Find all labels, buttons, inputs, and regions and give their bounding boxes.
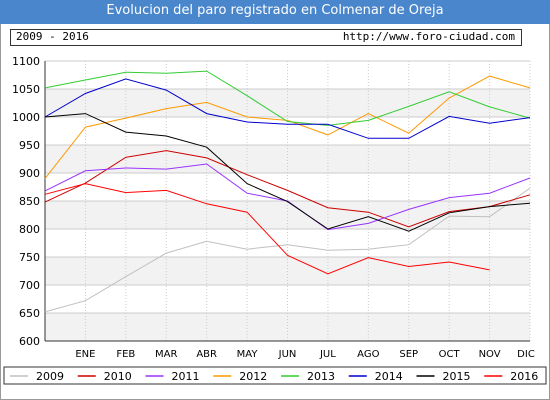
site-url[interactable]: http://www.foro-ciudad.com [342,30,515,43]
y-tick-label: 800 [19,223,40,236]
legend: 2009 2010 2011 2012 2013 2014 2015 2016 [3,366,547,385]
x-tick-label: JUL [319,349,336,360]
y-axis-ticks: 600 650 700 750 800 850 900 950 1000 1050 1100 [12,55,40,348]
series-line-2016 [44,183,490,275]
series-line-2011 [44,163,531,231]
series-line-2013 [44,70,531,126]
y-tick-label: 1050 [12,83,40,96]
series-line-2010 [44,150,531,228]
x-axis-ticks: ENE FEB MAR ABR MAY JUN JUL AGO SEP OCT NOV DIC [75,349,534,360]
x-tick-label: DIC [517,349,535,360]
x-tick-label: NOV [479,349,501,360]
x-tick-label: JUN [278,349,297,360]
series-line-2014 [44,78,531,139]
x-tick-label: AGO [357,349,379,360]
info-box: 2009 - 2016 http://www.foro-ciudad.com [10,29,522,46]
title-bar: Evolucion del paro registrado en Colmena… [0,0,550,24]
period-label: 2009 - 2016 [16,30,89,43]
x-tick-label: ENE [75,349,95,360]
legend-label-2011: 2011 [172,370,200,383]
x-tick-label: SEP [399,349,418,360]
axes [44,61,530,342]
y-tick-label: 700 [19,279,40,292]
legend-label-2016: 2016 [510,370,538,383]
y-tick-label: 600 [19,335,40,348]
series-line-2009 [44,187,531,313]
legend-label-2013: 2013 [307,370,335,383]
x-tick-label: FEB [116,349,135,360]
plot-band [45,313,530,341]
legend-label-2012: 2012 [239,370,267,383]
legend-label-2015: 2015 [443,370,471,383]
x-tick-label: OCT [439,349,461,360]
y-tick-label: 850 [19,195,40,208]
series-lines [44,70,531,313]
x-tick-label: MAR [155,349,177,360]
y-tick-label: 1000 [12,111,40,124]
y-tick-label: 750 [19,251,40,264]
legend-label-2009: 2009 [36,370,64,383]
legend-label-2014: 2014 [375,370,403,383]
y-tick-label: 1100 [12,55,40,68]
legend-box [3,366,547,385]
x-tick-label: ABR [196,349,217,360]
y-tick-label: 950 [19,139,40,152]
y-tick-label: 650 [19,307,40,320]
x-tick-label: MAY [237,349,259,360]
series-line-2012 [44,75,531,179]
legend-label-2010: 2010 [104,370,132,383]
series-line-2015 [44,113,531,232]
y-tick-label: 900 [19,167,40,180]
chart-title: Evolucion del paro registrado en Colmena… [106,3,444,18]
